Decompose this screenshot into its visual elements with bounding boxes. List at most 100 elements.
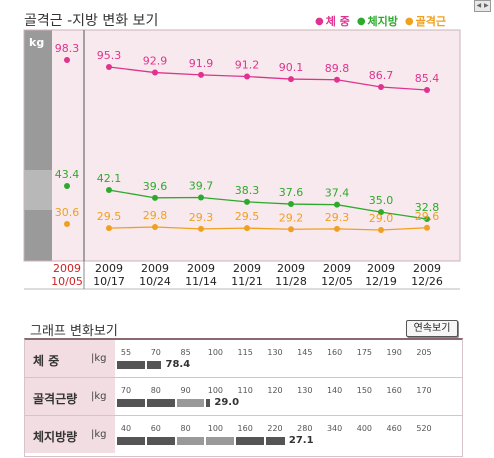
bar-value-label: 27.1 <box>288 435 314 446</box>
data-label: 95.3 <box>97 49 122 62</box>
data-label: 37.6 <box>279 186 304 199</box>
bar-tick-label: 130 <box>267 348 283 357</box>
legend-item-body-fat: ● 체지방 <box>357 13 398 29</box>
legend-label: 골격근 <box>415 15 447 28</box>
bar-tick-label: 100 <box>207 424 224 433</box>
data-label: 39.6 <box>143 180 168 193</box>
bar-row-unit: |kg <box>91 429 107 440</box>
legend-item-weight: ● 체 중 <box>315 13 350 29</box>
data-label: 92.9 <box>143 55 168 68</box>
bar-segment <box>146 437 175 445</box>
bar-tick-label: 130 <box>297 386 313 395</box>
row-divider <box>25 415 462 416</box>
data-point <box>152 224 158 230</box>
data-point <box>288 226 294 233</box>
data-label: 37.4 <box>325 187 350 200</box>
bar-segment <box>236 437 264 445</box>
bar-row-label: 체 중 |kg <box>25 340 115 377</box>
bar-tick-label: 70 <box>150 348 161 357</box>
bar-row-label: 체지방량 |kg <box>25 416 115 453</box>
data-label: 29.8 <box>143 209 168 222</box>
data-point <box>198 71 204 78</box>
x-tick-date: 12/19 <box>365 275 397 288</box>
bar-row-label: 골격근량 |kg <box>25 378 115 415</box>
data-point <box>244 73 250 80</box>
next-arrow-icon[interactable]: ▶ <box>483 2 489 9</box>
data-label: 42.1 <box>97 172 122 185</box>
data-label: 38.3 <box>235 184 260 197</box>
unit-label: kg <box>29 36 44 49</box>
data-point <box>424 87 430 93</box>
chart-title: 골격근 -지방 변화 보기 <box>24 13 159 29</box>
data-label: 90.1 <box>279 61 304 74</box>
data-point <box>424 224 430 231</box>
bar-value-label: 29.0 <box>214 397 240 408</box>
bar-tick-label: 520 <box>416 424 432 433</box>
data-point <box>288 201 294 208</box>
data-point <box>378 83 384 90</box>
bar-tick-label: 140 <box>326 386 343 395</box>
legend-label: 체지방 <box>367 15 398 28</box>
bar-tick-label: 190 <box>386 348 402 357</box>
bar-tick-label: 160 <box>386 386 402 395</box>
prev-arrow-icon[interactable]: ◀ <box>476 2 482 9</box>
bar-segment <box>146 399 175 407</box>
plot-frame <box>23 29 461 262</box>
x-tick-date: 12/26 <box>411 275 443 288</box>
bar-tick-label: 100 <box>207 386 224 395</box>
bar-row: 골격근량 |kg 70 80 90 100 110 120 130 140 150 160 170 29.… <box>25 378 462 416</box>
series-line <box>108 189 428 220</box>
data-label: 91.2 <box>235 59 260 72</box>
bar-segment <box>176 399 205 407</box>
x-tick-date: 10/24 <box>139 275 171 288</box>
bar-tick-label: 100 <box>207 348 224 357</box>
bar-tick-label: 220 <box>267 424 283 433</box>
bar-segment <box>117 399 145 407</box>
bar-tick-label: 460 <box>386 424 402 433</box>
continuous-view-button[interactable]: 연속보기 <box>406 320 458 337</box>
x-tick-date: 11/28 <box>275 275 307 288</box>
bar-tick-label: 175 <box>356 348 373 357</box>
bar-row-unit: |kg <box>91 391 107 402</box>
bar-tick-label: 160 <box>237 424 253 433</box>
data-label: 39.7 <box>189 180 214 193</box>
bar-row-name: 골격근량 <box>33 392 78 406</box>
row-divider <box>25 377 462 378</box>
x-tick-year: 2009 <box>141 262 169 275</box>
x-tick-date: 12/05 <box>321 275 353 288</box>
bar-row: 체 중 |kg 55 70 85 100 115 130 145 160 175 190 205 78.4 <box>25 340 462 378</box>
data-label: 29.5 <box>235 210 260 223</box>
data-label: 29.2 <box>279 211 304 224</box>
data-point <box>378 227 384 233</box>
nav-arrows[interactable]: ◀ ▶ <box>474 0 491 12</box>
bar-tick-label: 205 <box>416 348 432 357</box>
legend-dot-icon: ● <box>404 15 414 27</box>
data-label: 29.5 <box>97 210 122 223</box>
bar-segment <box>206 399 211 407</box>
bar-tick-label: 340 <box>326 424 343 433</box>
data-label: 32.8 <box>415 201 440 214</box>
series-line <box>108 66 428 91</box>
bar-tick-label: 120 <box>267 386 283 395</box>
data-label: 35.0 <box>369 194 394 207</box>
data-point <box>106 187 112 194</box>
bar-tick-label: 80 <box>150 386 161 395</box>
x-tick-date: 10/17 <box>93 275 125 288</box>
bar-tick-label: 80 <box>180 424 191 433</box>
x-tick-year: 2009 <box>413 262 441 275</box>
legend: ● 체 중 ● 체지방 ● 골격근 <box>315 13 446 29</box>
bar-tick-label: 150 <box>356 386 373 395</box>
bar-tick-label: 400 <box>356 424 373 433</box>
bar-segment <box>146 361 162 369</box>
bar-tick-label: 90 <box>180 386 191 395</box>
x-tick-year: 2009 <box>367 262 395 275</box>
bar-tick-label: 70 <box>120 386 132 395</box>
bar-value-label: 78.4 <box>165 359 191 370</box>
bar-tick-label: 145 <box>297 348 313 357</box>
data-point <box>152 194 158 201</box>
bar-section-title: 그래프 변화보기 <box>30 324 118 339</box>
bar-tick-label: 280 <box>297 424 313 433</box>
x-tick-date: 11/21 <box>231 275 263 288</box>
data-label: 29.0 <box>369 212 394 225</box>
data-point <box>288 76 294 83</box>
